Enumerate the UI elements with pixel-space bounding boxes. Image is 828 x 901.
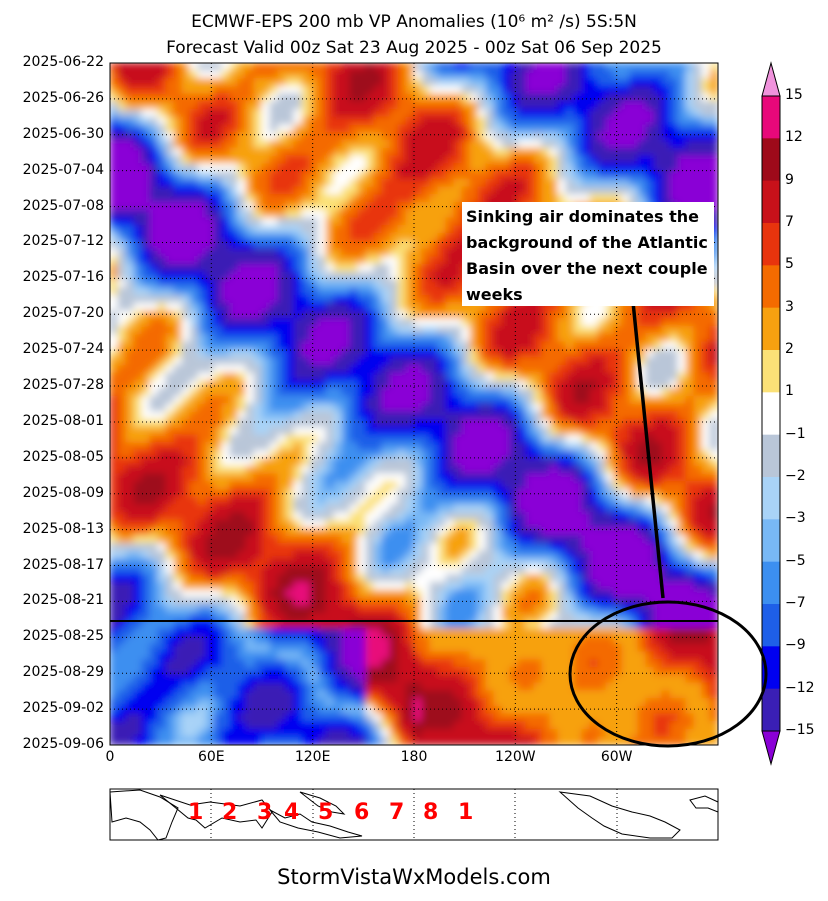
colorbar-tick-label: −5 — [785, 552, 806, 569]
mjo-phase-label: 3 — [257, 800, 273, 825]
colorbar-bin — [762, 138, 780, 182]
x-tick-label: 0 — [105, 749, 115, 765]
y-tick-label: 2025-07-04 — [22, 161, 104, 178]
colorbar-tick-label: 1 — [785, 383, 794, 400]
atlantic-circle — [568, 600, 768, 748]
y-tick-label: 2025-08-09 — [22, 484, 104, 501]
y-tick-label: 2025-07-20 — [22, 305, 104, 322]
y-tick-label: 2025-07-12 — [22, 233, 104, 250]
colorbar-bin — [762, 180, 780, 224]
colorbar-bin — [762, 604, 780, 647]
x-tick-label: 120W — [495, 749, 536, 765]
mjo-phase-label: 5 — [318, 800, 334, 825]
mjo-phase-label: 8 — [423, 800, 439, 825]
annotation-box: Sinking air dominates the background of … — [462, 202, 714, 306]
y-tick-label: 2025-07-08 — [22, 197, 104, 214]
colorbar — [761, 61, 781, 766]
y-tick-label: 2025-07-28 — [22, 377, 104, 394]
colorbar-tick-label: −15 — [785, 722, 815, 738]
annotation-pointer — [631, 301, 665, 599]
plot-frame — [109, 62, 719, 746]
colorbar-bin — [762, 96, 780, 139]
colorbar-bin — [762, 223, 780, 266]
annotation-line: background of the Atlantic — [466, 233, 708, 252]
y-tick-label: 2025-06-30 — [22, 125, 104, 142]
mjo-phase-label: 4 — [284, 800, 300, 825]
colorbar-tick-label: −7 — [785, 595, 806, 611]
annotation-line: Basin over the next couple — [466, 259, 708, 278]
anomaly-field — [110, 63, 718, 745]
y-tick-label: 2025-08-01 — [22, 412, 104, 429]
colorbar-bin — [762, 561, 780, 605]
chart-title: ECMWF-EPS 200 mb VP Anomalies (10⁶ m² /s… — [191, 12, 637, 32]
colorbar-tick-label: −9 — [785, 637, 806, 654]
colorbar-bin — [762, 265, 780, 309]
colorbar-bin — [762, 350, 780, 393]
x-tick-label: 60E — [197, 749, 225, 765]
colorbar-bin — [762, 392, 780, 436]
colorbar-frame — [761, 95, 781, 732]
colorbar-tick-label: 7 — [785, 214, 794, 230]
colorbar-tick-label: −2 — [785, 468, 806, 484]
mjo-phase-label: 7 — [389, 800, 405, 825]
y-tick-label: 2025-08-25 — [22, 628, 104, 645]
y-tick-label: 2025-08-21 — [22, 592, 104, 609]
grid-lines — [110, 63, 718, 745]
colorbar-tick-label: −3 — [785, 510, 806, 527]
y-tick-label: 2025-06-22 — [22, 54, 104, 70]
world-map-strip — [109, 788, 719, 841]
colorbar-bin — [762, 477, 780, 520]
y-tick-label: 2025-08-17 — [22, 556, 104, 573]
mjo-phase-label: 1 — [188, 800, 204, 825]
y-tick-label: 2025-06-26 — [22, 89, 104, 106]
colorbar-tick-label: 5 — [785, 256, 794, 273]
colorbar-tick-label: 9 — [785, 171, 794, 188]
colorbar-tick-label: −12 — [785, 679, 815, 696]
x-tick-label: 120E — [294, 749, 331, 765]
y-tick-label: 2025-08-13 — [22, 520, 104, 537]
colorbar-extend-min — [761, 730, 781, 766]
chart-subtitle: Forecast Valid 00z Sat 23 Aug 2025 - 00z… — [166, 38, 662, 58]
mjo-phase-label: 2 — [222, 800, 238, 825]
colorbar-tick-label: −1 — [785, 425, 806, 442]
y-tick-label: 2025-08-29 — [22, 664, 104, 681]
colorbar-tick-label: 2 — [785, 341, 794, 357]
y-tick-label: 2025-07-24 — [22, 341, 104, 358]
colorbar-tick-label: 15 — [785, 87, 803, 103]
x-tick-label: 180 — [400, 749, 428, 765]
mjo-phase-label: 6 — [354, 800, 370, 825]
annotation-line: Sinking air dominates the — [466, 207, 699, 226]
footer-credit: StormVistaWxModels.com — [277, 865, 551, 889]
x-tick-label: 60W — [600, 749, 633, 765]
colorbar-extend-max — [761, 61, 781, 97]
colorbar-tick-label: 3 — [785, 298, 794, 315]
colorbar-bin — [762, 519, 780, 563]
y-tick-label: 2025-08-05 — [22, 448, 104, 465]
colorbar-bin — [762, 688, 780, 732]
y-tick-label: 2025-09-02 — [22, 700, 104, 717]
mjo-phase-label: 1 — [458, 800, 474, 825]
colorbar-bin — [762, 434, 780, 478]
colorbar-bin — [762, 307, 780, 351]
colorbar-tick-label: 12 — [785, 129, 803, 146]
annotation-line: weeks — [466, 285, 523, 304]
y-tick-label: 2025-07-16 — [22, 269, 104, 286]
y-tick-label: 2025-09-06 — [22, 736, 104, 752]
